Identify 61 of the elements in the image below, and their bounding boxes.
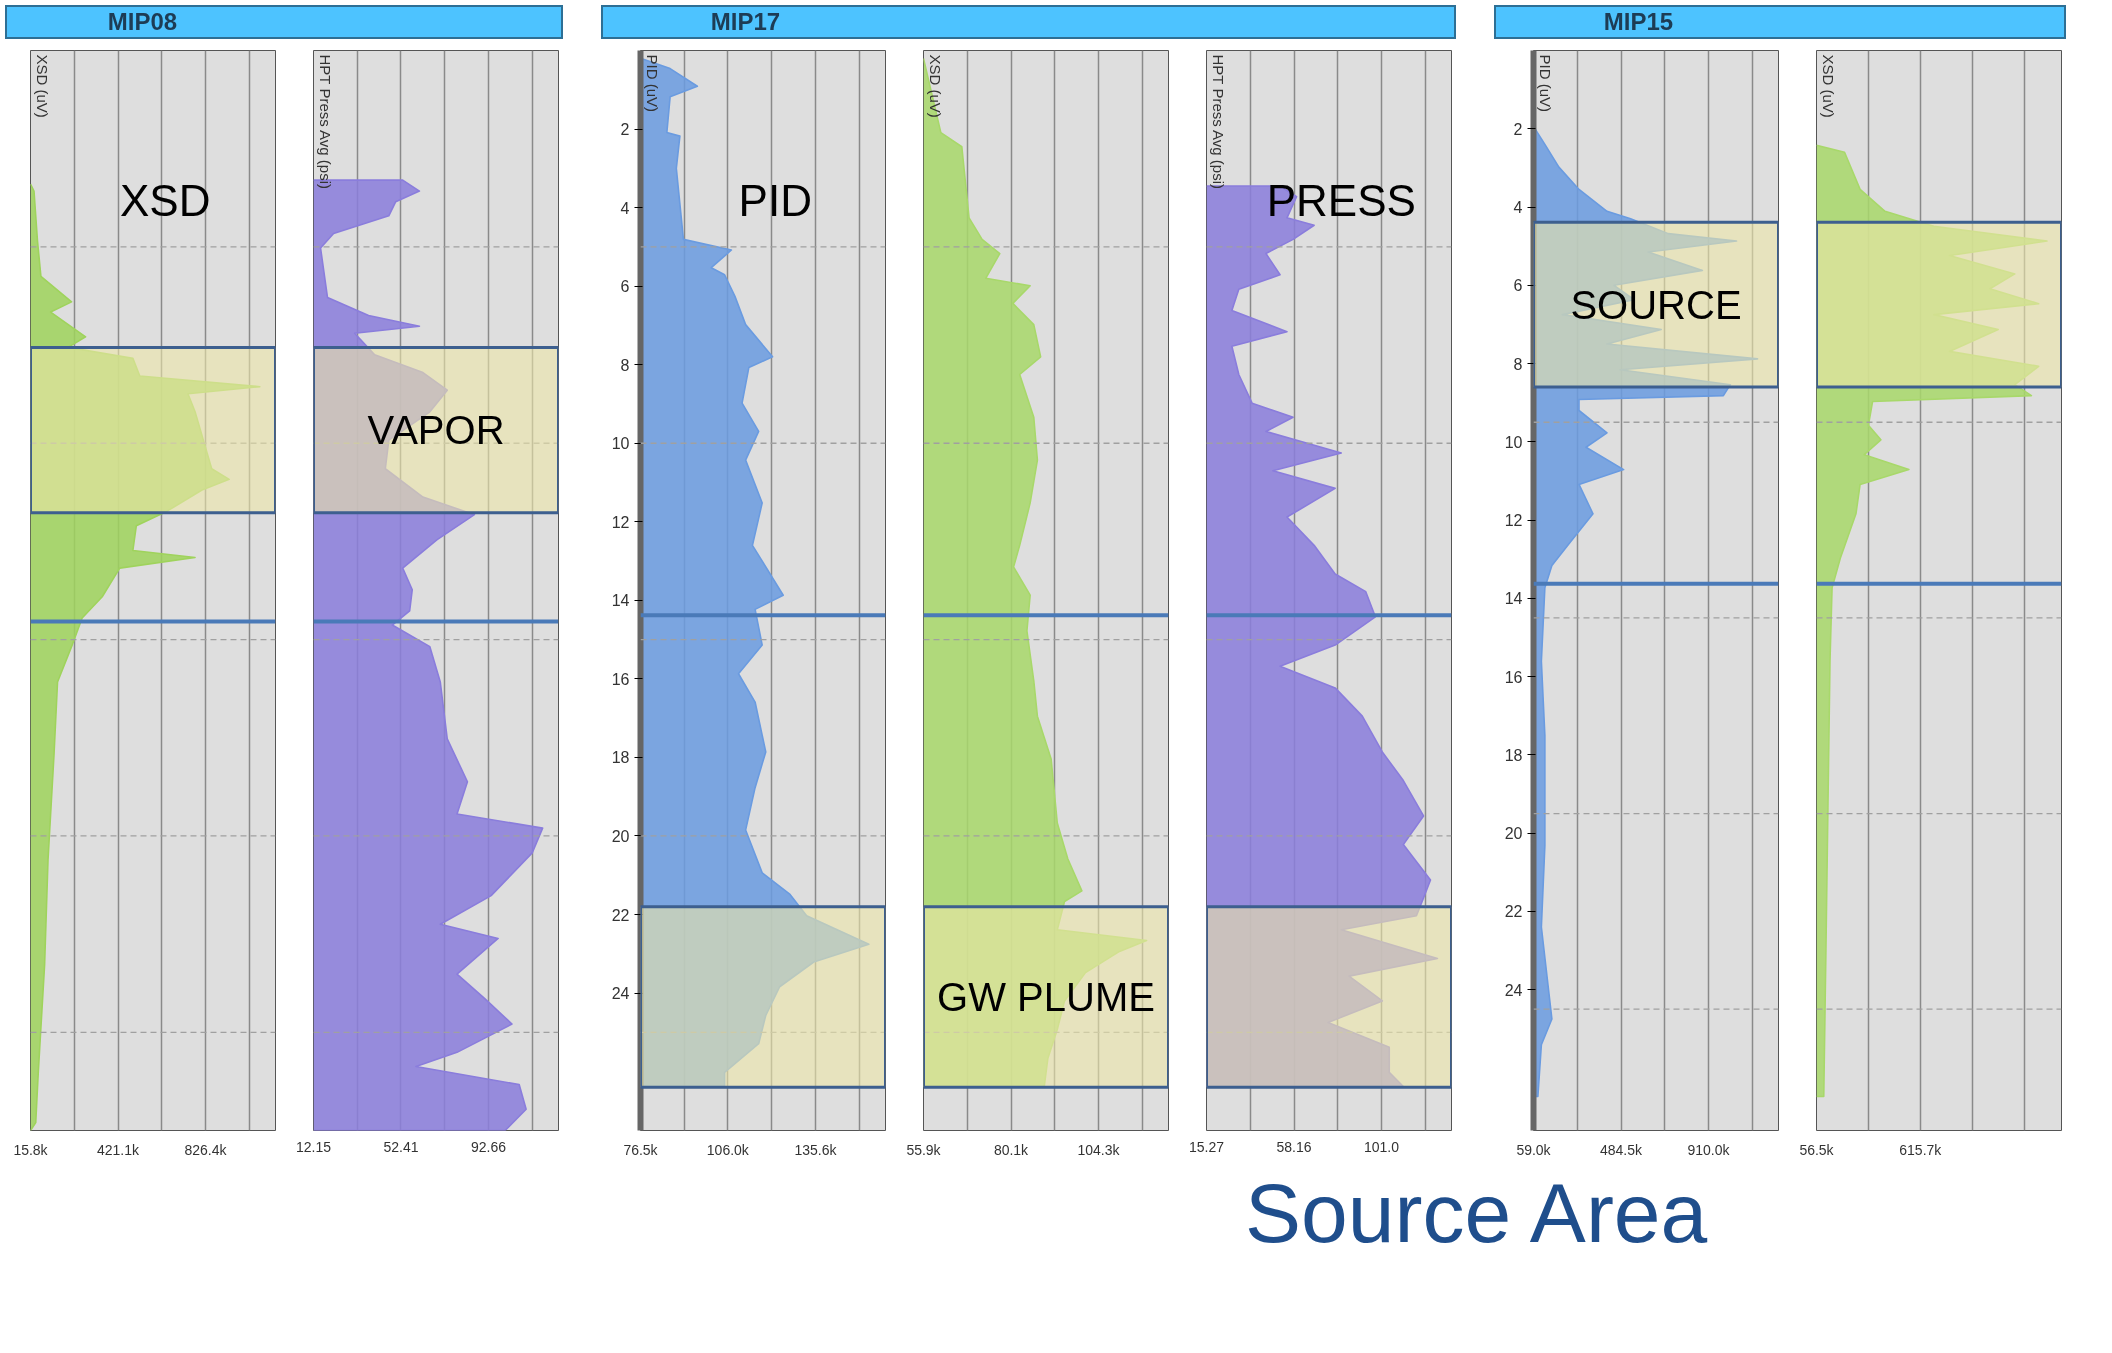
x-tick-label: 12.15 bbox=[295, 1138, 332, 1155]
x-tick-label: 135.6k bbox=[794, 1141, 838, 1158]
x-tick-label: 15.8k bbox=[13, 1141, 49, 1158]
annotation: PID bbox=[738, 176, 812, 225]
y-tick-label: 4 bbox=[1513, 199, 1523, 217]
text: Source Area bbox=[1245, 1165, 1708, 1261]
y-axis-title: PID (uV) bbox=[643, 54, 661, 113]
y-tick-label: 6 bbox=[1513, 277, 1523, 295]
x-tick-label: 56.5k bbox=[1799, 1141, 1835, 1158]
x-tick-label: 80.1k bbox=[993, 1141, 1030, 1158]
x-tick-label: 15.27 bbox=[1188, 1138, 1225, 1155]
y-tick-label: 24 bbox=[1504, 981, 1523, 999]
y-tick-label: 18 bbox=[1504, 746, 1523, 764]
y-tick-label: 20 bbox=[1504, 825, 1523, 843]
x-tick-label: 421.1k bbox=[96, 1141, 141, 1158]
x-tick-label: 484.5k bbox=[1599, 1141, 1644, 1158]
x-tick-label: 58.16 bbox=[1276, 1138, 1312, 1155]
chart-title: MIP17 bbox=[710, 7, 781, 37]
band-label: VAPOR bbox=[367, 408, 505, 453]
y-axis-title: XSD (uV) bbox=[1819, 54, 1837, 118]
annotation: PRESS bbox=[1266, 176, 1416, 225]
y-tick-label: 12 bbox=[611, 513, 630, 531]
y-tick-label: 2 bbox=[1513, 120, 1523, 138]
y-tick-label: 8 bbox=[620, 356, 630, 374]
y-tick-label: 24 bbox=[611, 985, 630, 1003]
annotation: XSD bbox=[120, 176, 211, 225]
y-tick-label: 10 bbox=[1504, 433, 1523, 451]
x-tick-label: 59.0k bbox=[1516, 1141, 1552, 1158]
chart-title: MIP15 bbox=[1603, 7, 1674, 37]
y-axis-title: HPT Press Avg (psi) bbox=[1209, 54, 1227, 189]
band-label: GW PLUME bbox=[937, 974, 1155, 1019]
x-tick-label: 52.41 bbox=[383, 1138, 419, 1155]
y-tick-label: 8 bbox=[1513, 355, 1523, 373]
y-tick-label: 14 bbox=[1504, 590, 1523, 608]
y-tick-label: 12 bbox=[1504, 512, 1523, 530]
y-tick-label: 14 bbox=[611, 592, 630, 610]
y-axis-title: HPT Press Avg (psi) bbox=[316, 54, 334, 189]
x-tick-label: 76.5k bbox=[623, 1141, 659, 1158]
y-tick-label: 22 bbox=[611, 906, 630, 924]
x-tick-label: 104.3k bbox=[1077, 1141, 1121, 1158]
y-tick-label: 4 bbox=[620, 199, 630, 217]
x-tick-label: 106.0k bbox=[706, 1141, 750, 1158]
x-tick-label: 826.4k bbox=[184, 1141, 228, 1158]
x-tick-label: 101.0 bbox=[1363, 1138, 1400, 1155]
y-tick-label: 18 bbox=[611, 749, 630, 767]
x-tick-label: 55.9k bbox=[906, 1141, 942, 1158]
y-tick-label: 22 bbox=[1504, 903, 1523, 921]
x-tick-label: 92.66 bbox=[470, 1138, 507, 1155]
y-tick-label: 6 bbox=[620, 278, 630, 296]
y-axis-title: XSD (uV) bbox=[33, 54, 51, 118]
y-axis-title: PID (uV) bbox=[1536, 54, 1554, 113]
x-tick-label: 615.7k bbox=[1899, 1141, 1943, 1158]
y-axis-title: XSD (uV) bbox=[926, 54, 944, 118]
x-tick-label: 910.0k bbox=[1687, 1141, 1731, 1158]
y-tick-label: 10 bbox=[611, 435, 630, 453]
y-tick-label: 2 bbox=[620, 121, 630, 139]
y-tick-label: 20 bbox=[611, 827, 630, 845]
y-tick-label: 16 bbox=[611, 670, 630, 688]
y-tick-label: 16 bbox=[1504, 668, 1523, 686]
band-label: SOURCE bbox=[1570, 282, 1742, 327]
chart-title: MIP08 bbox=[107, 7, 178, 37]
